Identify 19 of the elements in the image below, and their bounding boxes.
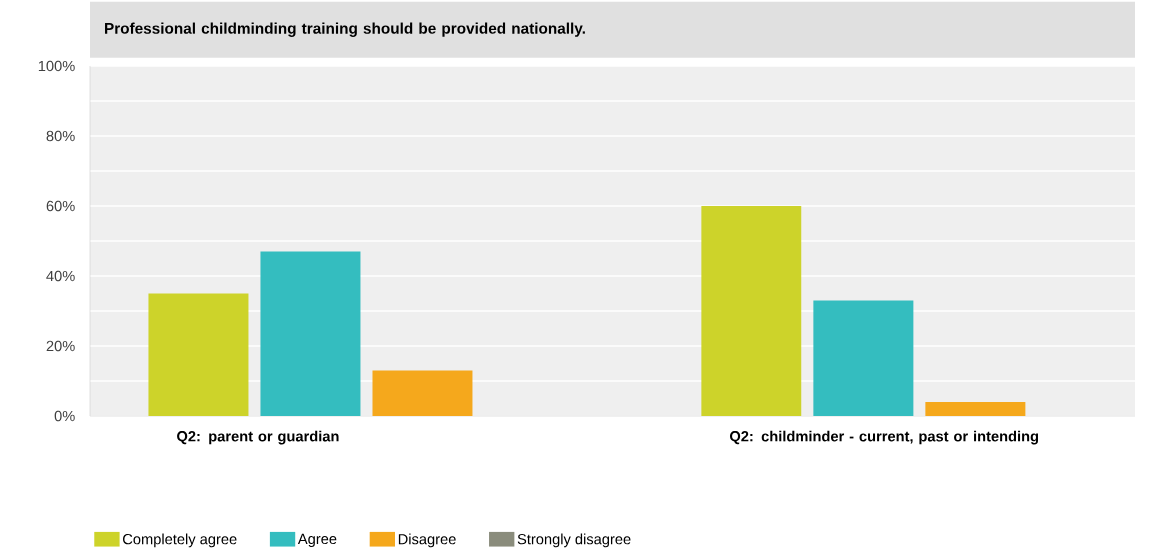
bar (372, 370, 473, 416)
y-tick-label: 40% (46, 270, 75, 282)
bar (925, 402, 1026, 416)
legend-label: Disagree (398, 533, 456, 548)
legend-label: Strongly disagree (517, 533, 631, 548)
x-tick-label: Q2: parent or guardian (177, 430, 339, 445)
bar (260, 251, 361, 416)
y-tick-label: 20% (46, 340, 75, 352)
x-tick-label: Q2: childminder - current, past or intending (729, 430, 1039, 445)
bar (701, 206, 802, 416)
legend-label: Agree (297, 533, 337, 547)
bar (813, 300, 914, 416)
chart-title: Professional childminding training should be provided nationally. (105, 22, 585, 37)
y-tick-label: 60% (46, 200, 75, 212)
y-tick-label: 0% (54, 410, 75, 422)
legend-label: Completely agree (123, 533, 237, 548)
bar (148, 293, 249, 416)
y-tick-label: 80% (46, 130, 75, 142)
y-tick-label: 100% (38, 60, 75, 72)
